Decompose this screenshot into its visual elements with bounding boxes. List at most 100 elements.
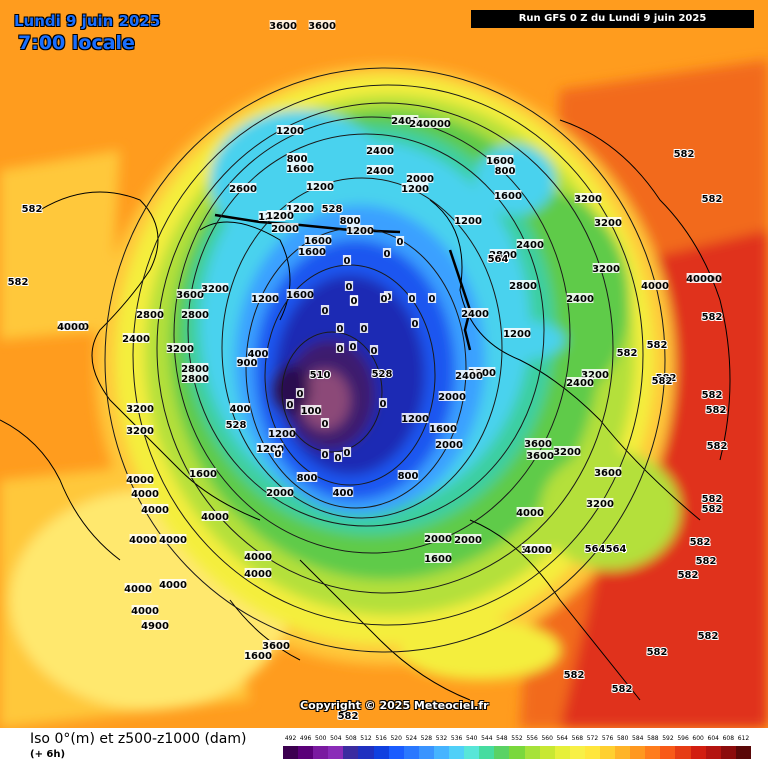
svg-text:4000: 4000 bbox=[141, 505, 169, 516]
freezing-level-label: 4000 bbox=[686, 273, 714, 285]
svg-text:2400: 2400 bbox=[566, 294, 594, 305]
freezing-level-label: 2000 bbox=[424, 533, 452, 545]
legend-swatch bbox=[630, 746, 646, 759]
freezing-level-label: 1600 bbox=[189, 468, 217, 480]
field-band bbox=[0, 150, 120, 340]
svg-text:4000: 4000 bbox=[516, 508, 544, 519]
thickness-label: 564 bbox=[605, 543, 628, 556]
legend-scale-value: 532 bbox=[435, 735, 448, 742]
freezing-level-label: 3600 bbox=[269, 20, 297, 32]
svg-text:2000: 2000 bbox=[424, 534, 452, 545]
svg-text:0: 0 bbox=[337, 324, 344, 335]
svg-text:4000: 4000 bbox=[159, 580, 187, 591]
svg-text:582: 582 bbox=[647, 647, 668, 658]
freezing-level-label: 1200 bbox=[401, 183, 429, 195]
legend-swatch bbox=[313, 746, 329, 759]
svg-text:800: 800 bbox=[297, 473, 318, 484]
legend-swatch bbox=[433, 746, 450, 759]
thickness-label: 564 bbox=[487, 253, 510, 266]
svg-text:3200: 3200 bbox=[574, 194, 602, 205]
map-canvas: 3600360024002400001200800160024001600800… bbox=[0, 0, 768, 728]
freezing-level-label: 4900 bbox=[141, 620, 169, 632]
svg-text:2000: 2000 bbox=[438, 392, 466, 403]
freezing-level-label: 0 bbox=[348, 341, 358, 353]
svg-text:1600: 1600 bbox=[304, 236, 332, 247]
svg-text:2400: 2400 bbox=[366, 146, 394, 157]
legend-swatch bbox=[509, 746, 525, 759]
freezing-level-label: 0 bbox=[427, 293, 437, 305]
freezing-level-label: 0 bbox=[335, 343, 345, 355]
legend-swatch bbox=[675, 746, 691, 759]
freezing-level-label: 2000 bbox=[438, 391, 466, 403]
legend-scale-value: 560 bbox=[541, 735, 553, 742]
svg-text:582: 582 bbox=[696, 556, 717, 567]
svg-text:2400: 2400 bbox=[461, 309, 489, 320]
freezing-level-label: 0 bbox=[349, 295, 359, 307]
legend-swatch bbox=[418, 746, 434, 759]
svg-text:0: 0 bbox=[344, 448, 351, 459]
freezing-level-label: 2400 bbox=[391, 115, 419, 127]
freezing-level-label: 2800 bbox=[489, 249, 517, 261]
freezing-level-label: 1600 bbox=[424, 553, 452, 565]
legend-scale-value: 536 bbox=[450, 735, 463, 742]
freezing-level-label: 3200 bbox=[586, 498, 614, 510]
svg-text:3200: 3200 bbox=[581, 370, 609, 381]
svg-text:2800: 2800 bbox=[181, 364, 209, 375]
svg-text:1600: 1600 bbox=[494, 191, 522, 202]
coastline bbox=[0, 419, 121, 561]
svg-text:0: 0 bbox=[322, 419, 329, 430]
freezing-level-label: 2800 bbox=[181, 373, 209, 385]
svg-text:0: 0 bbox=[380, 399, 387, 410]
freezing-level-label: 2400 bbox=[366, 165, 394, 177]
contour-line bbox=[173, 116, 571, 554]
thickness-label: 582 bbox=[701, 503, 724, 516]
freezing-level-label: 0 bbox=[295, 388, 305, 400]
svg-text:1600: 1600 bbox=[424, 554, 452, 565]
freezing-level-label: 2000 bbox=[435, 439, 463, 451]
freezing-level-label: 1600 bbox=[298, 246, 326, 258]
legend-swatch bbox=[599, 746, 616, 759]
freezing-level-label: 2800 bbox=[181, 363, 209, 375]
svg-text:0: 0 bbox=[322, 306, 329, 317]
field-band bbox=[540, 450, 680, 570]
thickness-label: 582 bbox=[701, 389, 724, 402]
thickness-label: 582 bbox=[563, 669, 586, 682]
thickness-label: 528 bbox=[371, 368, 394, 381]
field-band bbox=[270, 365, 310, 415]
freezing-level-label: 4000 bbox=[201, 511, 229, 523]
freezing-level-label: 2800 bbox=[181, 309, 209, 321]
freezing-level-label: 4000 bbox=[126, 474, 154, 486]
thickness-label: 582 bbox=[695, 555, 718, 568]
svg-text:1200: 1200 bbox=[251, 294, 279, 305]
freezing-level-label: 0 bbox=[335, 323, 345, 335]
svg-text:2000: 2000 bbox=[406, 174, 434, 185]
legend-scale-value: 504 bbox=[330, 735, 342, 742]
legend-scale-value: 608 bbox=[722, 735, 735, 742]
freezing-level-label: 4000 bbox=[129, 534, 157, 546]
svg-text:3200: 3200 bbox=[201, 284, 229, 295]
svg-text:582: 582 bbox=[698, 631, 719, 642]
freezing-level-label: 3600 bbox=[524, 438, 552, 450]
coastline bbox=[559, 119, 731, 461]
svg-text:564: 564 bbox=[488, 254, 509, 265]
freezing-level-label: 0 bbox=[342, 255, 352, 267]
svg-text:3200: 3200 bbox=[586, 499, 614, 510]
freezing-level-label: 3200 bbox=[126, 403, 154, 415]
svg-text:2800: 2800 bbox=[509, 281, 537, 292]
svg-text:2400: 2400 bbox=[516, 240, 544, 251]
legend-scale-labels: 492 496 500 504 508 512 516 520 524 528 532 536 540 5… bbox=[283, 735, 751, 744]
svg-text:582: 582 bbox=[706, 405, 727, 416]
freezing-level-label: 800 bbox=[297, 472, 318, 484]
thickness-label: 582 bbox=[611, 683, 634, 696]
thickness-label: 582 bbox=[706, 440, 729, 453]
legend-swatch bbox=[524, 746, 540, 759]
contour-lines bbox=[104, 67, 666, 653]
svg-text:2400: 2400 bbox=[455, 371, 483, 382]
freezing-level-label: 3600 bbox=[526, 450, 554, 462]
legend-scale-value: 552 bbox=[511, 735, 523, 742]
svg-text:2800: 2800 bbox=[136, 310, 164, 321]
svg-text:2400: 2400 bbox=[366, 166, 394, 177]
weather-map: 3600 3600 2400 240000 1200 800 1600 2400 1600 800… bbox=[0, 0, 768, 728]
legend-scale-value: 512 bbox=[360, 735, 372, 742]
svg-text:2000: 2000 bbox=[271, 224, 299, 235]
